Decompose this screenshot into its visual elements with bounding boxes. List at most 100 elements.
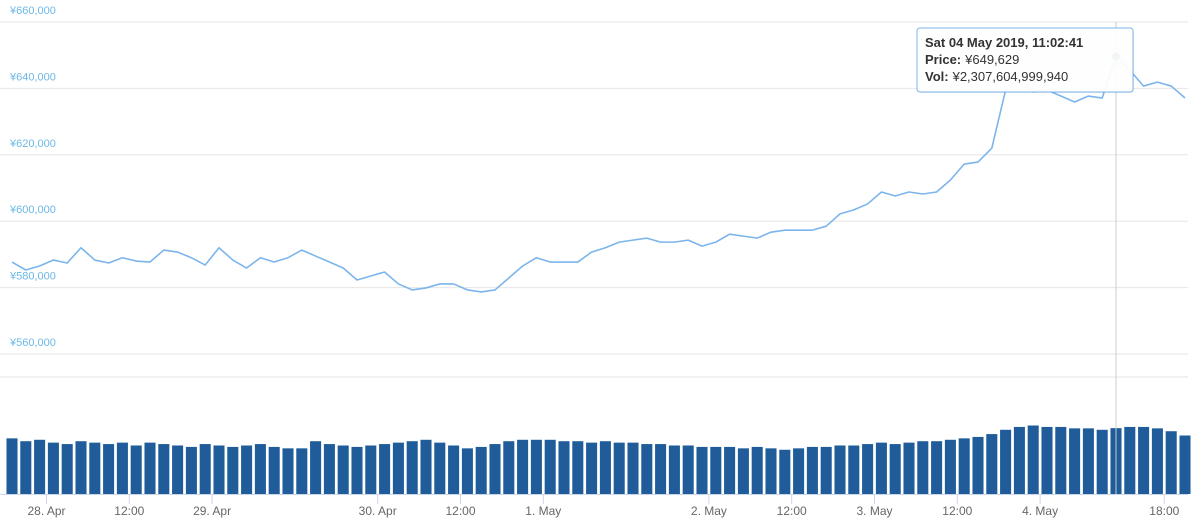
- volume-bar: [365, 445, 377, 494]
- volume-bar: [944, 439, 956, 494]
- volume-bar: [517, 439, 529, 494]
- volume-bar: [1082, 428, 1094, 494]
- volume-bar: [199, 444, 211, 494]
- y-tick-label: ¥660,000: [9, 5, 56, 17]
- volume-bar: [185, 446, 197, 494]
- x-tick-label: 4. May: [1022, 504, 1058, 518]
- volume-bar: [682, 445, 694, 494]
- x-tick-label: 3. May: [856, 504, 892, 518]
- volume-bar: [1041, 426, 1053, 494]
- volume-bar: [351, 446, 363, 494]
- volume-bar: [558, 441, 570, 494]
- volume-bar: [144, 442, 156, 494]
- volume-bar: [889, 444, 901, 494]
- volume-bar: [751, 446, 763, 494]
- volume-bar: [641, 444, 653, 494]
- volume-bar: [820, 446, 832, 494]
- volume-bar: [296, 448, 308, 494]
- price-line: [11, 55, 1186, 293]
- volume-bar: [379, 444, 391, 494]
- volume-bar: [34, 439, 46, 494]
- volume-bar: [848, 445, 860, 494]
- volume-bar: [599, 441, 611, 494]
- volume-bar: [323, 444, 335, 494]
- volume-bar: [420, 439, 432, 494]
- volume-bar: [1069, 428, 1081, 494]
- volume-bar: [268, 446, 280, 494]
- volume-bar: [103, 444, 115, 494]
- x-tick-label: 12:00: [445, 504, 475, 518]
- tooltip-value: ¥2,307,604,999,940: [952, 69, 1069, 84]
- volume-bar: [227, 446, 239, 494]
- volume-bar: [696, 446, 708, 494]
- volume-bar: [737, 448, 749, 494]
- volume-bar: [61, 444, 73, 494]
- x-tick-label: 12:00: [942, 504, 972, 518]
- volume-bar: [931, 441, 943, 494]
- volume-bar: [834, 445, 846, 494]
- volume-bar: [310, 441, 322, 494]
- x-tick-label: 2. May: [691, 504, 727, 518]
- volume-bar: [434, 442, 446, 494]
- volume-bar: [572, 441, 584, 494]
- volume-bar: [793, 448, 805, 494]
- tooltip-label: Price:: [925, 52, 961, 67]
- volume-bar: [1165, 431, 1177, 494]
- volume-bar: [613, 442, 625, 494]
- volume-bar: [972, 436, 984, 494]
- volume-bar: [337, 445, 349, 494]
- volume-bar: [241, 445, 253, 494]
- volume-bar: [530, 439, 542, 494]
- volume-bar: [503, 441, 515, 494]
- volume-bar: [448, 445, 460, 494]
- volume-bar: [475, 446, 487, 494]
- volume-bar: [1179, 435, 1191, 494]
- volume-bar: [282, 448, 294, 494]
- volume-bar: [586, 442, 598, 494]
- x-tick-label: 28. Apr: [27, 504, 65, 518]
- volume-bar: [779, 449, 791, 494]
- volume-bar: [116, 442, 128, 494]
- volume-bar: [89, 442, 101, 494]
- volume-bar: [710, 446, 722, 494]
- x-tick-label: 18:00: [1149, 504, 1179, 518]
- volume-bar: [765, 448, 777, 494]
- volume-bar: [75, 441, 87, 494]
- y-tick-label: ¥640,000: [9, 71, 56, 83]
- volume-bar: [917, 441, 929, 494]
- volume-bar: [461, 448, 473, 494]
- volume-bar: [1055, 426, 1067, 494]
- volume-bar: [6, 438, 18, 494]
- volume-bar: [1124, 426, 1136, 494]
- x-tick-label: 12:00: [114, 504, 144, 518]
- tooltip-box: [916, 27, 1134, 93]
- volume-bar: [254, 444, 266, 494]
- volume-bar: [958, 438, 970, 494]
- tooltip-line: Vol: ¥2,307,604,999,940: [925, 69, 1068, 84]
- volume-bar: [158, 444, 170, 494]
- y-tick-label: ¥620,000: [9, 138, 56, 150]
- tooltip-label: Vol:: [925, 69, 949, 84]
- volume-bar: [1138, 426, 1150, 494]
- volume-bar: [903, 442, 915, 494]
- x-tick-label: 12:00: [777, 504, 807, 518]
- volume-bar: [862, 444, 874, 494]
- volume-bar: [668, 445, 680, 494]
- volume-bar: [1027, 425, 1039, 494]
- y-tick-label: ¥560,000: [9, 337, 56, 349]
- volume-bar: [724, 446, 736, 494]
- volume-bar: [130, 445, 142, 494]
- tooltip-title: Sat 04 May 2019, 11:02:41: [925, 35, 1083, 50]
- volume-bar: [655, 444, 667, 494]
- volume-bar: [20, 441, 32, 494]
- volume-bar: [172, 445, 184, 494]
- volume-bar: [47, 442, 59, 494]
- volume-bar: [406, 441, 418, 494]
- volume-bar: [1000, 429, 1012, 494]
- y-tick-label: ¥580,000: [9, 271, 56, 283]
- x-tick-label: 29. Apr: [193, 504, 231, 518]
- volume-bar: [627, 442, 639, 494]
- volume-bar: [1096, 429, 1108, 494]
- x-tick-label: 30. Apr: [359, 504, 397, 518]
